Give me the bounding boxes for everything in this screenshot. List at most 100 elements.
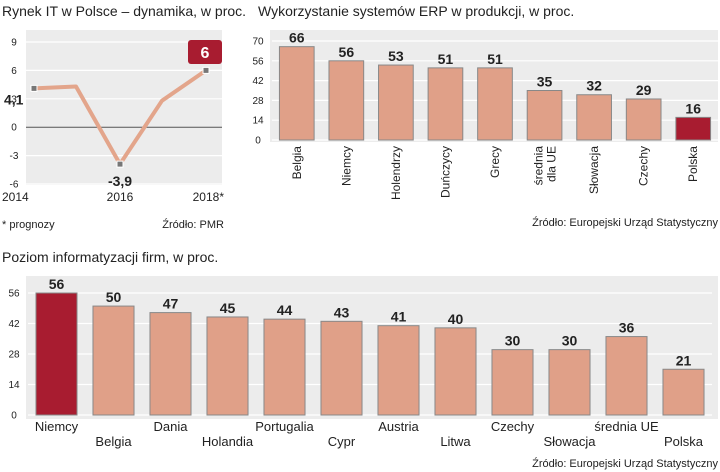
chart3-value-label: 30 [505, 333, 521, 349]
chart3-value-label: 40 [448, 311, 464, 327]
chart3-bar [35, 292, 78, 416]
chart3-category-label: Polska [664, 434, 704, 449]
chart3-category-label: Dania [154, 419, 189, 434]
chart1-title: Rynek IT w Polsce – dynamika, w proc. [2, 3, 246, 19]
chart2-bar [427, 67, 464, 141]
chart3-bar [263, 318, 306, 416]
chart3-category-label: Belgia [95, 434, 132, 449]
chart1-y-tick-label: 0 [11, 123, 17, 134]
chart2-category-label: Niemcy [339, 146, 353, 186]
chart2-y-tick-label: 42 [252, 76, 264, 87]
chart3-bar [92, 305, 135, 416]
chart3-source: Źródło: Europejski Urząd Statystyczny [532, 457, 718, 470]
chart2-category-label: Duńczycy [438, 146, 452, 198]
chart2-value-label: 29 [636, 82, 652, 98]
chart1-data-label: 4,1 [4, 91, 24, 107]
chart3-title: Poziom informatyzacji firm, w proc. [2, 249, 218, 265]
chart3-bar [491, 349, 534, 416]
erp-bar-chart: Wykorzystanie systemów ERP w produkcji, … [252, 3, 718, 229]
chart2-value-label: 16 [685, 100, 701, 116]
chart1-y-tick-label: 6 [11, 66, 17, 77]
chart3-category-label: Niemcy [35, 419, 79, 434]
chart1-x-tick-label: 2014 [2, 190, 29, 204]
chart3-value-label: 45 [220, 300, 236, 316]
chart2-category-label: Słowacja [587, 146, 601, 194]
chart3-value-label: 50 [106, 289, 122, 305]
chart2-y-tick-label: 70 [252, 37, 264, 48]
chart3-bar [206, 316, 249, 416]
chart3-bar [377, 325, 420, 416]
chart3-value-label: 41 [391, 309, 407, 325]
chart2-category-label: Polska [686, 146, 700, 182]
chart1-y-tick-label: 3 [11, 94, 17, 105]
chart2-value-label: 53 [388, 48, 404, 64]
chart1-point-marker [202, 66, 210, 74]
chart3-value-label: 21 [676, 352, 692, 368]
chart3-bar [605, 336, 648, 416]
chart1-x-tick-label: 2016 [107, 190, 134, 204]
chart3-bar [320, 320, 363, 416]
chart3-y-tick-label: 42 [8, 319, 20, 330]
chart3-bar [662, 368, 705, 416]
chart2-bar [378, 64, 414, 141]
chart2-category-label: Holendrzy [389, 146, 403, 200]
chart2-bar [328, 60, 365, 141]
chart3-bar [434, 327, 477, 416]
chart1-y-tick-label: -6 [10, 180, 19, 191]
chart2-bar [675, 116, 712, 141]
chart2-bar [278, 46, 315, 141]
chart2-bar [477, 67, 513, 141]
chart3-category-label: Austria [378, 419, 419, 434]
chart3-category-label: Holandia [202, 434, 254, 449]
chart2-value-label: 35 [537, 74, 553, 90]
chart3-category-label: Litwa [440, 434, 471, 449]
chart1-badge [188, 40, 222, 64]
chart2-bar [576, 94, 612, 141]
chart1-data-label: 6 [201, 45, 210, 62]
chart3-value-label: 30 [562, 333, 578, 349]
chart1-footnote: * prognozy [2, 219, 55, 231]
chart2-bar [625, 98, 662, 141]
chart3-category-label: Słowacja [543, 434, 596, 449]
chart3-category-label: Portugalia [255, 419, 314, 434]
chart2-category-label: Grecy [488, 146, 502, 178]
chart3-bar [548, 349, 591, 416]
chart2-y-tick-label: 28 [252, 96, 264, 107]
chart2-y-tick-label: 56 [252, 56, 264, 67]
chart3-value-label: 47 [163, 296, 179, 312]
chart2-category-label: dla UE [545, 146, 559, 182]
chart3-category-label: Czechy [491, 419, 535, 434]
chart2-source: Źródło: Europejski Urząd Statystyczny [532, 216, 718, 229]
chart2-category-label: Czechy [637, 146, 651, 186]
chart3-y-tick-label: 56 [8, 289, 20, 300]
chart3-plot-area [26, 276, 718, 419]
chart3-value-label: 43 [334, 304, 350, 320]
chart3-category-label: średnia UE [594, 419, 659, 434]
chart2-value-label: 51 [487, 51, 503, 67]
chart3-bar [149, 312, 192, 416]
chart1-data-label: -3,9 [108, 173, 132, 189]
chart2-value-label: 51 [438, 51, 454, 67]
chart2-category-label: Belgia [290, 146, 304, 180]
chart3-value-label: 36 [619, 320, 635, 336]
chart1-point-marker [30, 84, 38, 92]
chart2-value-label: 66 [289, 30, 305, 46]
chart3-category-label: Cypr [328, 434, 356, 449]
chart1-x-tick-label: 2018* [193, 190, 225, 204]
chart3-y-tick-label: 14 [8, 380, 20, 391]
digitalisation-bar-chart: Poziom informatyzacji firm, w proc. 56 42… [2, 249, 718, 470]
chart2-y-tick-label: 14 [252, 116, 264, 127]
chart1-point-marker [116, 160, 124, 168]
chart2-title: Wykorzystanie systemów ERP w produkcji, … [258, 3, 574, 19]
chart1-source: Źródło: PMR [162, 218, 224, 231]
chart3-value-label: 44 [277, 302, 293, 318]
chart3-value-label: 56 [49, 276, 65, 292]
chart3-y-tick-label: 0 [11, 411, 17, 422]
chart2-category-label: średnia [532, 146, 546, 186]
chart1-y-tick-label: 9 [11, 38, 17, 49]
chart1-y-tick-label: -3 [10, 151, 19, 162]
chart3-y-tick-label: 28 [8, 350, 20, 361]
chart2-bar [526, 90, 563, 141]
chart2-value-label: 32 [586, 78, 602, 94]
